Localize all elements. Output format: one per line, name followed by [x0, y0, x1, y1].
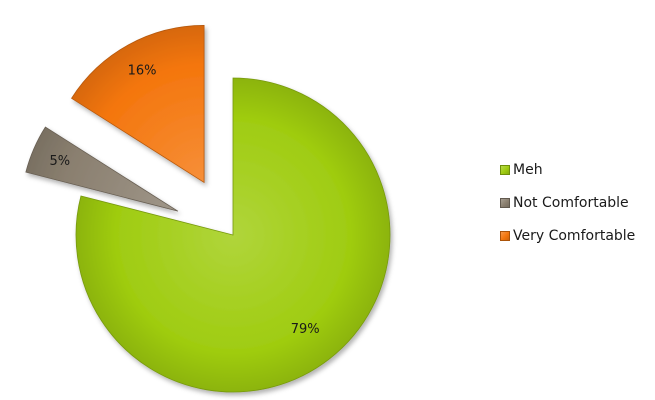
data-label-not-comfortable: 5% — [49, 154, 70, 169]
pie-slice-very-comfortable — [70, 25, 205, 184]
data-label-meh: 79% — [291, 322, 320, 337]
data-label-very-comfortable: 16% — [128, 64, 157, 79]
pie-slice-not-comfortable — [25, 126, 179, 212]
legend-label-very-comfortable: Very Comfortable — [513, 228, 636, 244]
legend: Meh Not Comfortable Very Comfortable — [500, 162, 635, 261]
legend-item-meh: Meh — [500, 162, 635, 178]
legend-item-not-comfortable: Not Comfortable — [500, 195, 635, 211]
legend-swatch-not-comfortable — [500, 198, 510, 208]
legend-swatch-very-comfortable — [500, 231, 510, 241]
legend-label-not-comfortable: Not Comfortable — [513, 195, 629, 211]
legend-swatch-meh — [500, 165, 510, 175]
pie-slice-meh — [75, 77, 391, 393]
pie-chart: 79% 5% 16% — [25, 25, 391, 393]
legend-label-meh: Meh — [513, 162, 543, 178]
legend-item-very-comfortable: Very Comfortable — [500, 228, 635, 244]
